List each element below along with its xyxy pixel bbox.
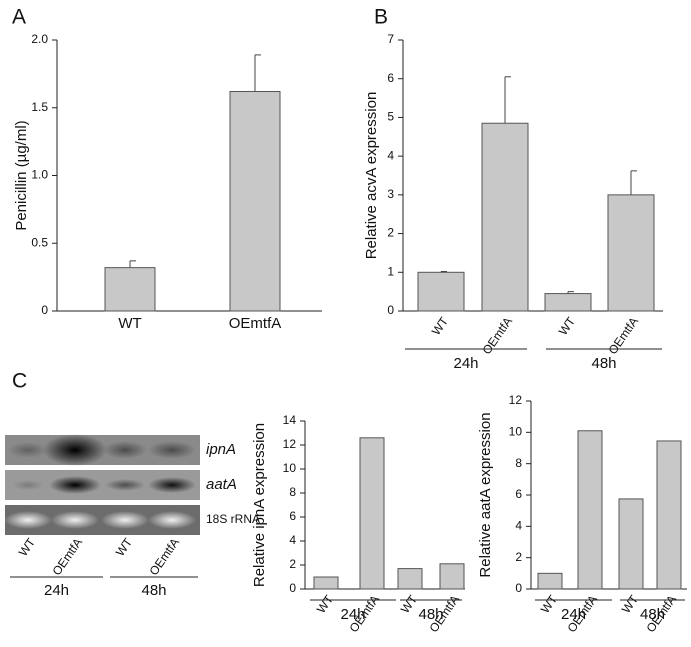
x-tick-label: WT: [118, 315, 141, 332]
y-tick-label: 1.5: [31, 100, 48, 114]
y-tick-label: 2: [289, 557, 296, 571]
error-bar: [504, 76, 511, 124]
panel-label: C: [12, 370, 27, 393]
bar: [104, 267, 156, 312]
y-tick-label: 0: [41, 303, 48, 317]
group-label: 48h: [418, 606, 443, 623]
gel-lane-label: OEmtfA: [49, 536, 85, 578]
y-tick-label: 4: [387, 148, 394, 162]
y-axis-label: Relative acvA expression: [363, 92, 380, 260]
bar: [313, 576, 339, 590]
bar: [481, 122, 529, 312]
error-bar: [129, 260, 136, 268]
x-tick-label: OEmtfA: [229, 315, 282, 332]
group-label: 24h: [340, 606, 365, 623]
bar: [544, 293, 592, 312]
group-label: 48h: [141, 582, 166, 599]
x-tick-label: OEmtfA: [605, 315, 641, 357]
group-label: 48h: [640, 606, 665, 623]
panel-label: A: [12, 6, 26, 29]
x-tick-label: OEmtfA: [479, 315, 515, 357]
group-label: 24h: [561, 606, 586, 623]
x-tick-label: WT: [398, 592, 421, 616]
y-tick-label: 2.0: [31, 32, 48, 46]
bar: [359, 437, 385, 590]
y-axis-label: Penicillin (µg/ml): [13, 120, 30, 230]
y-tick-label: 4: [289, 533, 296, 547]
y-tick-label: 2: [387, 226, 394, 240]
y-tick-label: 10: [283, 461, 297, 475]
error-bar: [630, 170, 637, 195]
gel-lane-label: OEmtfA: [146, 536, 182, 578]
group-label: 48h: [591, 355, 616, 372]
bar: [577, 430, 603, 590]
gel-lane-label: WT: [113, 535, 136, 559]
y-tick-label: 6: [289, 509, 296, 523]
y-tick-label: 6: [387, 71, 394, 85]
y-tick-label: 0: [387, 303, 394, 317]
y-tick-label: 0.5: [31, 235, 48, 249]
y-axis-label: Relative ipnA expression: [251, 423, 268, 587]
x-tick-label: WT: [538, 592, 561, 616]
y-tick-label: 2: [515, 550, 522, 564]
y-tick-label: 3: [387, 187, 394, 201]
group-label: 24h: [44, 582, 69, 599]
bar: [439, 563, 465, 590]
y-axis-label: Relative aatA expression: [477, 412, 494, 577]
y-tick-label: 10: [509, 425, 523, 439]
bar: [229, 90, 281, 312]
y-tick-label: 0: [289, 581, 296, 595]
gel-lane-label: WT: [16, 535, 39, 559]
y-tick-label: 8: [515, 456, 522, 470]
gel-row-label: 18S rRNA: [206, 512, 260, 526]
x-tick-label: WT: [619, 592, 642, 616]
y-tick-label: 4: [515, 519, 522, 533]
bar: [417, 271, 465, 312]
y-tick-label: 1.0: [31, 168, 48, 182]
bar: [537, 572, 563, 590]
gel-row-label: aatA: [206, 476, 237, 493]
y-tick-label: 14: [283, 413, 297, 427]
x-tick-label: WT: [314, 592, 337, 616]
y-tick-label: 5: [387, 110, 394, 124]
gel-row-label: ipnA: [206, 441, 236, 458]
bar: [607, 194, 655, 312]
bar: [618, 498, 644, 590]
group-label: 24h: [453, 355, 478, 372]
y-tick-label: 12: [283, 437, 297, 451]
y-tick-label: 7: [387, 32, 394, 46]
panel-label: B: [374, 6, 388, 29]
bar: [397, 568, 423, 590]
y-tick-label: 12: [509, 393, 523, 407]
y-tick-label: 8: [289, 485, 296, 499]
y-tick-label: 0: [515, 581, 522, 595]
x-tick-label: WT: [429, 314, 452, 338]
y-tick-label: 6: [515, 487, 522, 501]
bar: [656, 440, 682, 590]
x-tick-label: WT: [556, 314, 579, 338]
gel-image: [4, 434, 200, 535]
y-tick-label: 1: [387, 264, 394, 278]
error-bar: [254, 54, 261, 92]
